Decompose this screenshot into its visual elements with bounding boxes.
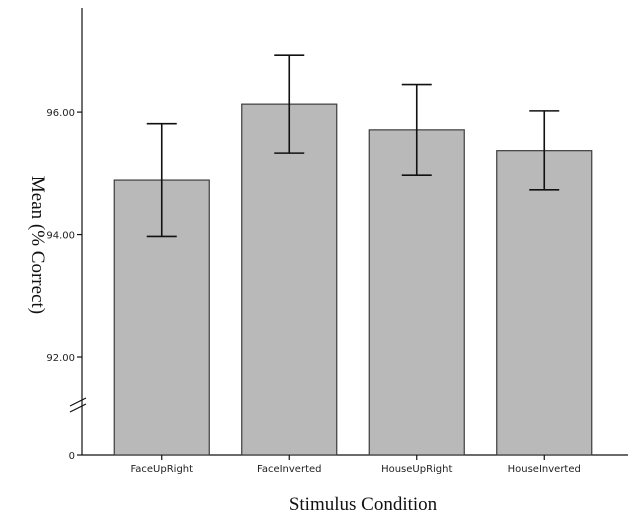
axis-break-mark: [69, 397, 87, 407]
y-tick-label: 94.00: [46, 231, 75, 242]
bar: [496, 150, 593, 456]
x-tick-label: FaceInverted: [257, 464, 322, 475]
x-tick-label: HouseInverted: [508, 464, 581, 475]
plot-area: 92.00 94.00 96.00 0 FaceUpRight FaceInverted H…: [46, 8, 628, 475]
y-axis-title: Mean (% Correct): [27, 176, 48, 314]
y-tick-label: 96.00: [46, 108, 75, 119]
bar: [368, 129, 465, 456]
x-tick-label: FaceUpRight: [130, 464, 193, 475]
axis-break-mark: [69, 403, 87, 413]
y-tick-label-zero: 0: [69, 451, 75, 462]
x-axis-title: Stimulus Condition: [289, 494, 438, 513]
y-tick-label: 92.00: [46, 353, 75, 364]
bar: [241, 103, 338, 456]
x-tick-label: HouseUpRight: [381, 464, 452, 475]
